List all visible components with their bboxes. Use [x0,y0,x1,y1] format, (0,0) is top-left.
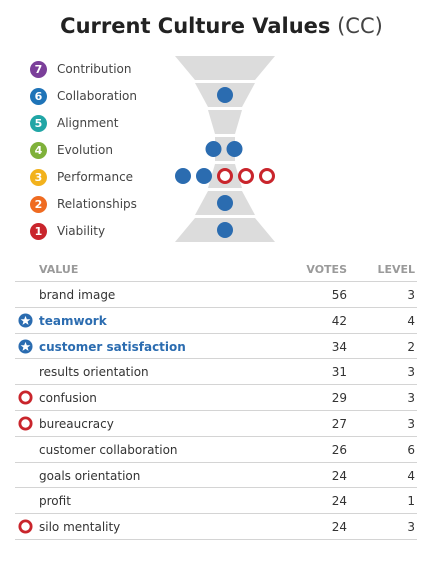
table-row[interactable]: customer satisfaction 34 2 [15,334,417,360]
table-row[interactable]: brand image 56 3 [15,282,417,308]
limiting-value-ring [217,168,233,184]
level-label: Performance [57,170,134,184]
value-name: profit [39,494,71,509]
positive-value-dot [205,141,222,157]
table-body: brand image 56 3 teamwork 42 4 customer satisf… [15,282,417,540]
header-votes[interactable]: VOTES [306,263,347,276]
limiting-ring-icon [18,416,33,431]
level-label: Contribution [57,62,132,76]
level-label: Alignment [57,116,119,130]
values-table: VALUE VOTES LEVEL brand image 56 3 teamwork… [15,256,417,540]
table-row[interactable]: confusion 29 3 [15,385,417,411]
level-row: 7 Contribution [30,58,132,80]
header-level[interactable]: LEVEL [377,263,415,276]
table-row[interactable]: teamwork 42 4 [15,308,417,334]
level-row: 1 Viability [30,220,105,242]
hourglass-band [175,56,275,80]
value-name: silo mentality [39,520,121,535]
positive-value-dot [175,168,191,184]
hourglass-diagram [175,56,275,242]
value-votes: 34 [331,339,347,354]
level-row: 4 Evolution [30,139,113,161]
title-main: Current Culture Values [60,14,331,38]
level-number-badge: 6 [30,87,47,105]
level-label: Relationships [57,197,137,211]
level-row: 2 Relationships [30,193,137,215]
value-level: 4 [407,468,415,483]
value-name: goals orientation [39,468,141,483]
value-votes: 27 [331,416,347,431]
positive-value-dot [217,222,233,238]
positive-value-dot [217,195,233,211]
value-name: confusion [39,391,97,406]
value-votes: 26 [331,442,347,457]
value-level: 3 [407,391,415,406]
value-level: 3 [407,288,415,302]
level-number-badge: 2 [30,195,47,213]
value-votes: 24 [331,520,347,535]
value-name: brand image [39,288,116,302]
star-icon [18,339,33,354]
level-number-badge: 7 [30,60,47,78]
value-votes: 31 [331,365,347,380]
level-label: Evolution [57,143,113,157]
table-row[interactable]: profit 24 1 [15,488,417,515]
value-votes: 42 [331,313,347,328]
value-votes: 24 [331,468,347,483]
level-number-badge: 5 [30,114,47,132]
value-level: 3 [407,520,415,535]
limiting-value-ring [259,168,275,184]
value-name: results orientation [39,365,149,380]
table-row[interactable]: bureaucracy 27 3 [15,411,417,437]
value-name: customer satisfaction [39,339,186,354]
value-votes: 24 [331,494,347,509]
limiting-value-ring [238,168,254,184]
value-level: 3 [407,365,415,380]
title-subtitle: (CC) [337,14,383,38]
level-label: Collaboration [57,89,137,103]
positive-value-dot [226,141,243,157]
value-level: 6 [407,442,415,457]
value-level: 3 [407,416,415,431]
value-level: 1 [407,494,415,509]
value-name: bureaucracy [39,416,114,431]
level-row: 5 Alignment [30,112,118,134]
table-row[interactable]: customer collaboration 26 6 [15,437,417,463]
positive-value-dot [196,168,212,184]
value-name: teamwork [39,313,107,328]
star-icon [18,313,33,328]
level-number-badge: 3 [30,168,47,186]
hourglass-band [208,110,242,134]
table-row[interactable]: silo mentality 24 3 [15,514,417,540]
limiting-ring-icon [18,519,33,534]
header-value[interactable]: VALUE [39,263,79,276]
value-name: customer collaboration [39,442,178,457]
table-row[interactable]: results orientation 31 3 [15,359,417,386]
level-label: Viability [57,224,106,238]
value-votes: 29 [331,391,347,406]
level-row: 6 Collaboration [30,85,137,107]
positive-value-dot [217,87,233,103]
value-level: 4 [407,313,415,328]
level-row: 3 Performance [30,166,133,188]
limiting-ring-icon [18,390,33,405]
level-number-badge: 1 [30,222,47,240]
level-number-badge: 4 [30,141,47,159]
page-title: Current Culture Values (CC) [0,14,443,38]
value-level: 2 [407,339,415,354]
table-header: VALUE VOTES LEVEL [15,256,417,282]
table-row[interactable]: goals orientation 24 4 [15,463,417,489]
value-votes: 56 [331,288,347,302]
